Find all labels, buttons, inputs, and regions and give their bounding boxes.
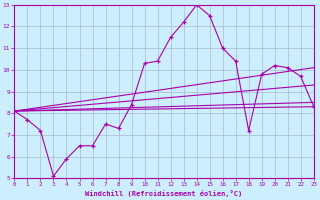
X-axis label: Windchill (Refroidissement éolien,°C): Windchill (Refroidissement éolien,°C): [85, 190, 243, 197]
